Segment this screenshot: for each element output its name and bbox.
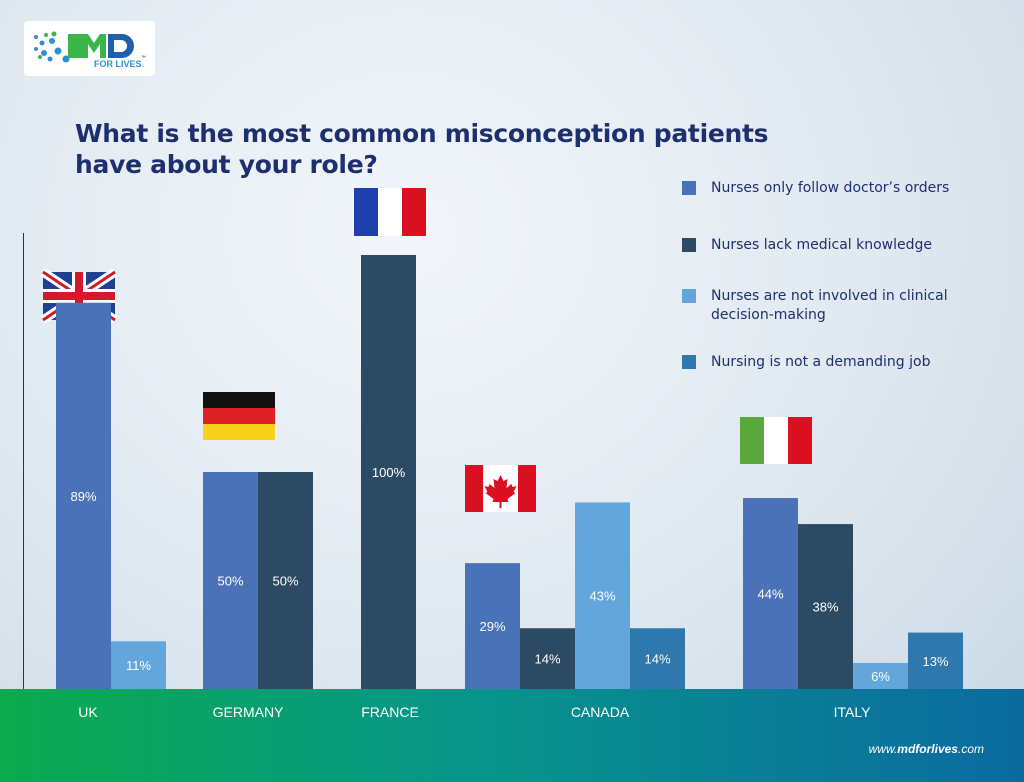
svg-text:™: ™ [141,55,146,61]
bar [798,524,853,689]
data-label: 13% [922,654,948,669]
x-tick-label: CANADA [570,704,630,720]
bar [111,641,166,689]
data-label: 43% [589,589,615,604]
bar [908,632,963,689]
italy-flag [740,417,812,464]
bar [203,472,258,689]
bar [520,628,575,689]
logo-subtext: FOR LIVES [94,59,142,69]
x-tick-label: ITALY [833,704,871,720]
footer-band [0,689,1024,782]
data-label: 38% [812,600,838,615]
x-tick-label: FRANCE [361,704,419,720]
data-label: 44% [757,587,783,602]
data-label: 14% [644,652,670,667]
x-tick-label: UK [78,704,98,720]
data-label: 6% [871,669,890,684]
data-label: 11% [126,658,151,673]
legend-swatch [682,289,696,303]
data-label: 14% [534,652,560,667]
bar [465,563,520,689]
md-for-lives-logo-icon: FOR LIVES ™ [34,31,146,69]
chart-title: What is the most common misconception pa… [75,119,769,179]
data-label: 50% [217,574,243,589]
bar [575,502,630,689]
data-label: 50% [272,574,298,589]
legend-swatch [682,355,696,369]
bar [361,255,416,689]
bar [853,662,908,689]
germany-flag [203,392,275,440]
data-label: 100% [372,465,406,480]
canada-flag [465,465,536,512]
website-url[interactable]: www.mdforlives.com [868,742,984,756]
bar [56,302,111,689]
legend-swatch [682,181,696,195]
bar [743,498,798,689]
bar [258,472,313,689]
logo: FOR LIVES ™ [24,21,155,76]
data-label: 89% [70,489,96,504]
legend-swatch [682,238,696,252]
france-flag [354,188,426,236]
data-label: 29% [479,619,505,634]
x-tick-label: GERMANY [212,704,284,720]
bar [630,628,685,689]
